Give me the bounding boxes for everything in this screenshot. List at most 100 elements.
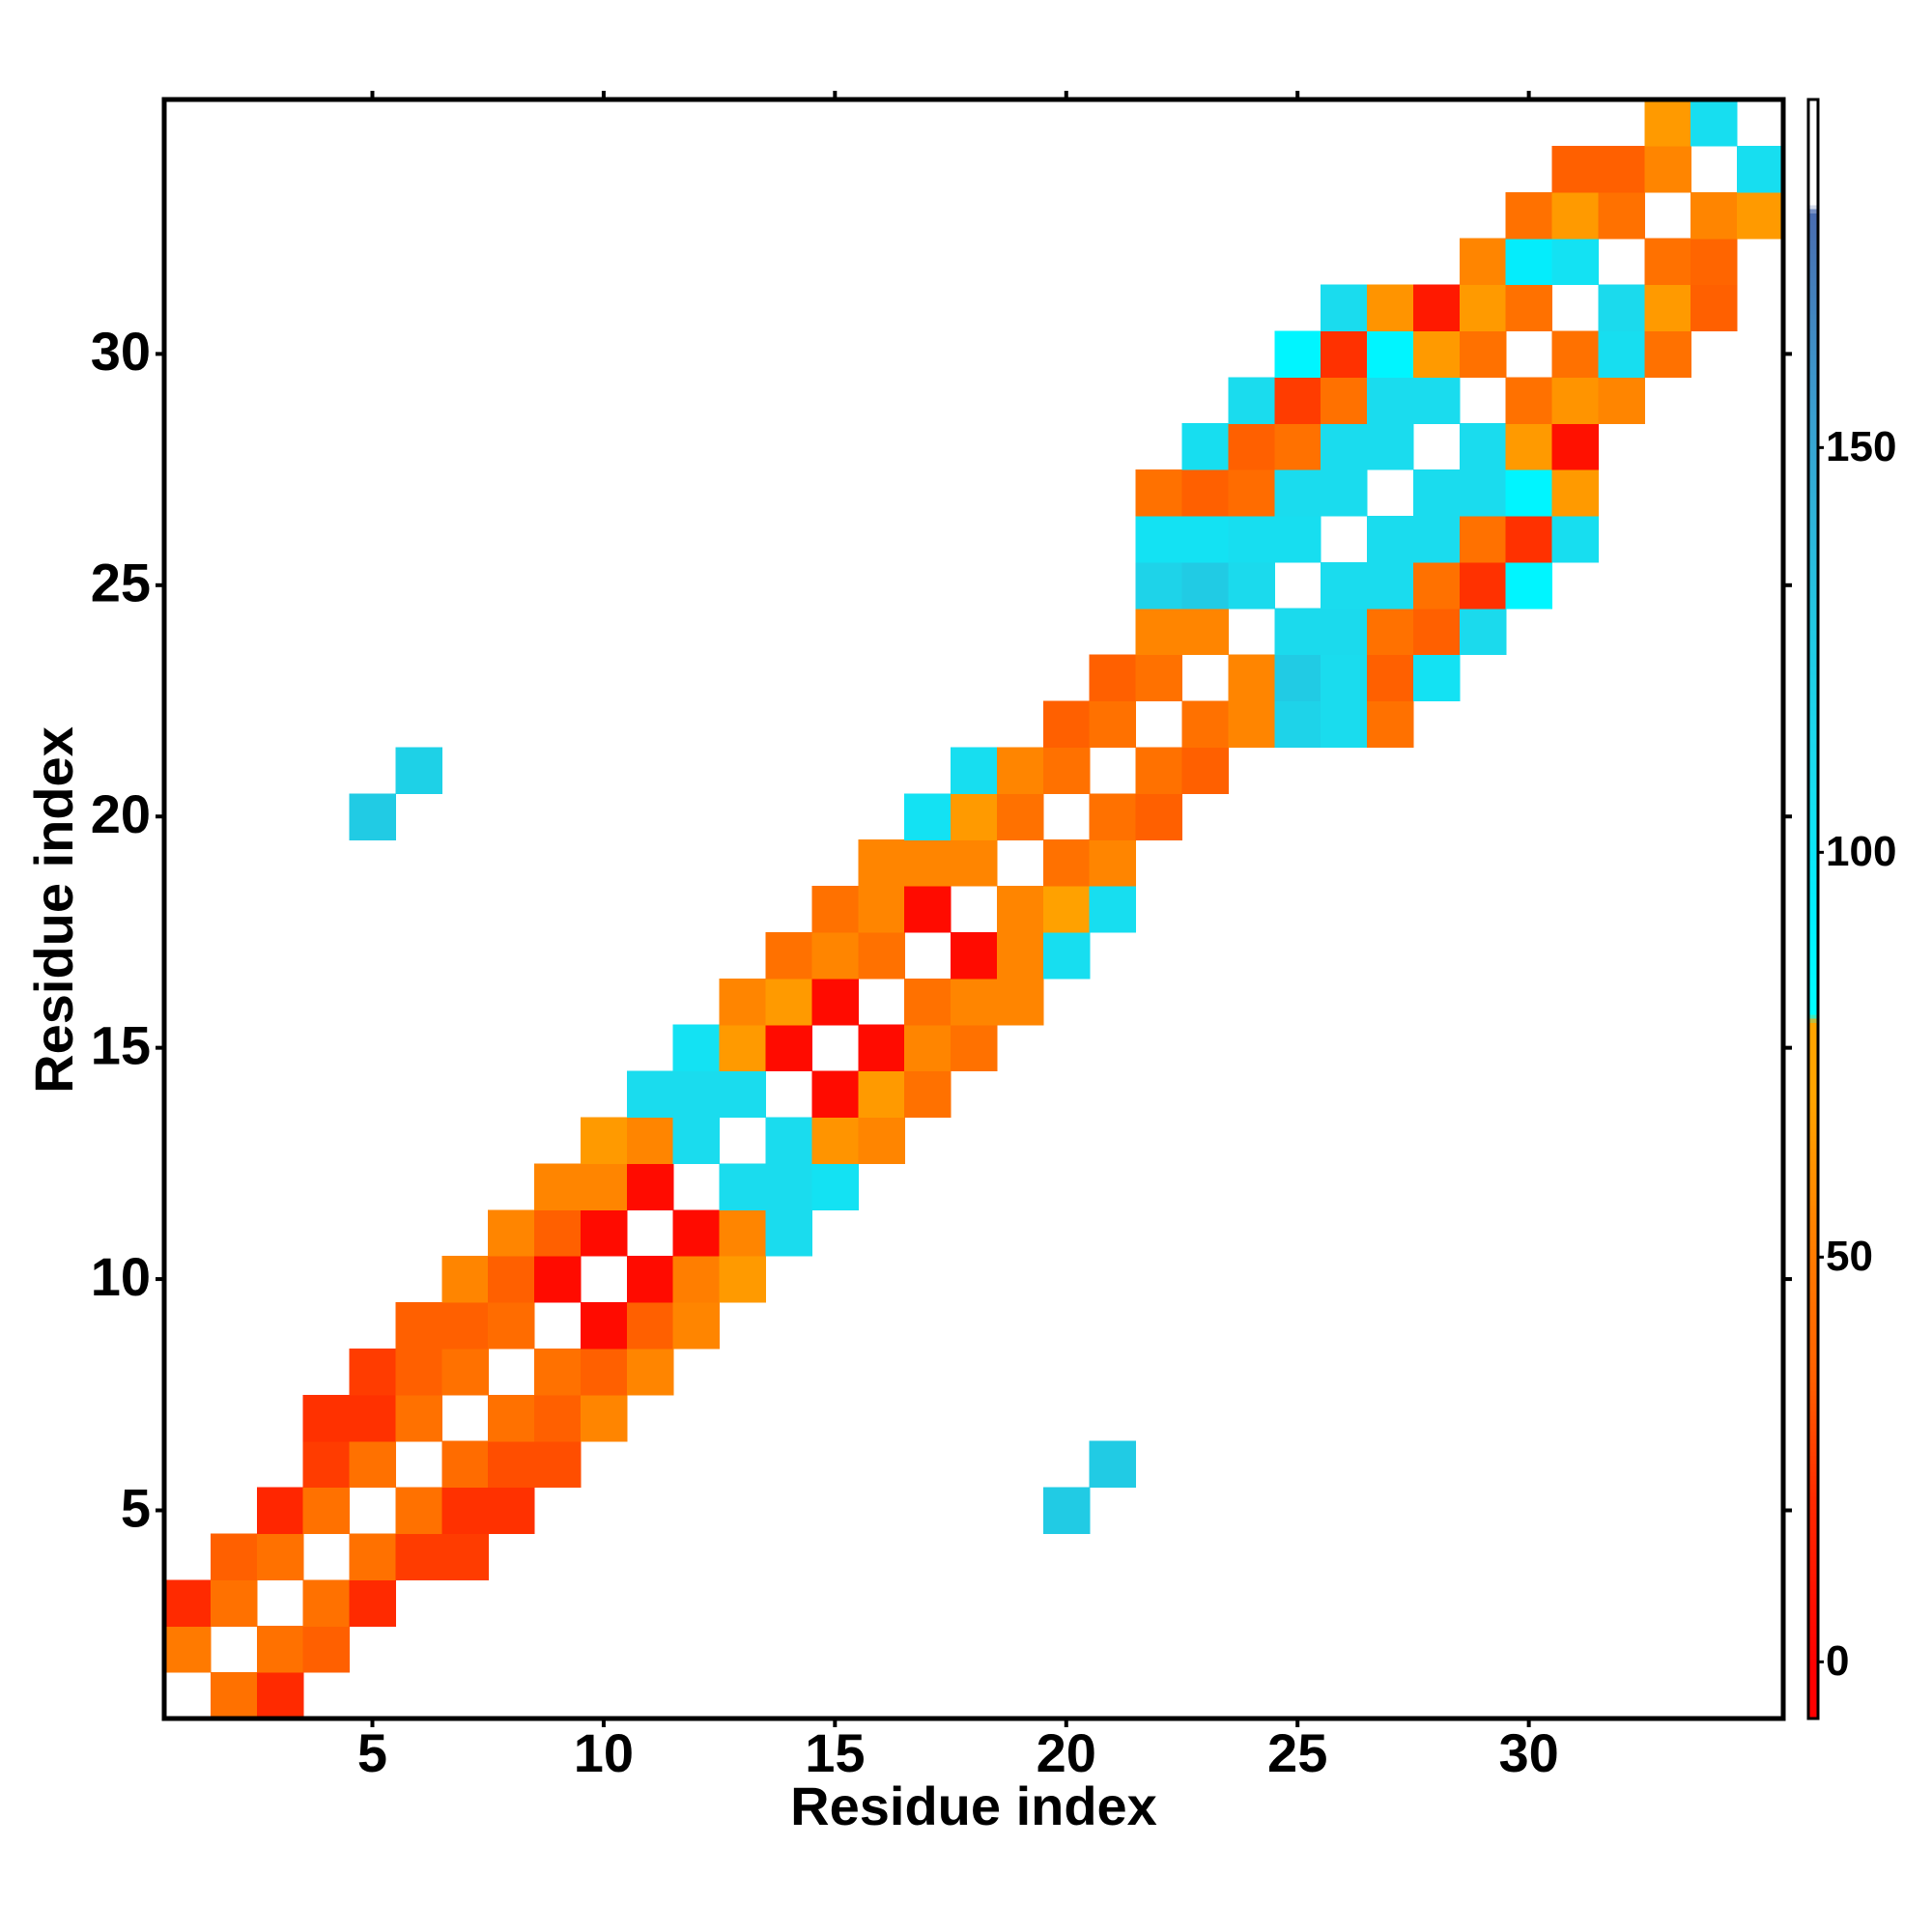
colorbar-segment <box>1808 1593 1818 1598</box>
heatmap-cell <box>1089 793 1137 840</box>
colorbar-segment <box>1808 1523 1818 1529</box>
colorbar-segment <box>1808 1063 1818 1067</box>
colorbar-segment <box>1808 1495 1818 1501</box>
colorbar-segment <box>1808 249 1818 254</box>
x-tick-label: 15 <box>805 1722 865 1783</box>
colorbar-segment <box>1808 1240 1818 1246</box>
colorbar-segment <box>1808 989 1818 995</box>
colorbar-segment <box>1808 305 1818 311</box>
heatmap-cell <box>1321 377 1368 424</box>
colorbar-segment <box>1808 1297 1818 1302</box>
colorbar-segment <box>1808 216 1818 222</box>
heatmap-cell <box>1644 145 1691 193</box>
colorbar-segment <box>1808 1577 1818 1582</box>
heatmap-cell <box>626 1117 674 1164</box>
colorbar-segment <box>1808 933 1818 938</box>
colorbar-segment <box>1808 900 1818 906</box>
colorbar-segment <box>1808 1653 1818 1659</box>
colorbar-segment <box>1808 159 1818 165</box>
colorbar-segment <box>1808 435 1818 440</box>
colorbar-segment <box>1808 326 1818 331</box>
colorbar-segment <box>1808 1204 1818 1209</box>
colorbar-segment <box>1808 176 1818 182</box>
colorbar-segment <box>1808 374 1818 380</box>
heatmap-cell <box>1135 469 1183 517</box>
colorbar-segment <box>1808 1499 1818 1505</box>
colorbar-segment <box>1808 1054 1818 1060</box>
heatmap-cell <box>1228 561 1275 610</box>
heatmap-cell <box>1412 469 1461 517</box>
heatmap-cell <box>302 1487 351 1535</box>
colorbar-segment <box>1808 1540 1818 1546</box>
heatmap-cell <box>1690 238 1738 286</box>
heatmap-cell <box>1089 654 1137 702</box>
colorbar-segment <box>1808 641 1818 647</box>
heatmap-cell <box>1274 654 1321 702</box>
colorbar-segment <box>1808 949 1818 954</box>
colorbar-segment <box>1808 1333 1818 1339</box>
heatmap-cell <box>1367 608 1414 656</box>
heatmap-cell <box>1042 1487 1091 1535</box>
colorbar-segment <box>1808 836 1818 841</box>
colorbar-segment <box>1808 1370 1818 1376</box>
heatmap-cell <box>858 931 905 980</box>
heatmap-cell <box>1042 931 1091 980</box>
colorbar-segment <box>1808 447 1818 453</box>
colorbar-segment <box>1808 1698 1818 1703</box>
colorbar-segment <box>1808 1528 1818 1533</box>
colorbar-segment <box>1808 1309 1818 1315</box>
colorbar-segment <box>1808 893 1818 897</box>
heatmap-cell <box>1459 238 1507 286</box>
colorbar-segment <box>1808 678 1818 683</box>
colorbar-segment <box>1808 399 1818 404</box>
colorbar-segment <box>1808 1293 1818 1298</box>
colorbar-segment <box>1808 1139 1818 1145</box>
colorbar-segment <box>1808 751 1818 756</box>
colorbar-segment <box>1808 1183 1818 1189</box>
heatmap-cell <box>1274 608 1321 656</box>
colorbar-segment <box>1808 673 1818 679</box>
colorbar-segment <box>1808 904 1818 910</box>
colorbar-segment <box>1808 1637 1818 1642</box>
colorbar-segment <box>1808 1516 1818 1521</box>
heatmap-cell <box>1367 423 1414 470</box>
colorbar-segment <box>1808 597 1818 603</box>
colorbar-segment <box>1808 1378 1818 1383</box>
heatmap-cell <box>302 1394 351 1442</box>
heatmap-cell <box>1412 515 1461 563</box>
heatmap-cell <box>951 978 998 1026</box>
heatmap-cell <box>256 1626 304 1673</box>
colorbar-segment <box>1808 464 1818 469</box>
colorbar-segment <box>1808 1144 1818 1149</box>
heatmap-cell <box>1412 377 1461 424</box>
colorbar-segment <box>1808 1111 1818 1117</box>
colorbar-segment <box>1808 714 1818 720</box>
colorbar-segment <box>1808 743 1818 748</box>
colorbar-segment <box>1808 1244 1818 1250</box>
colorbar-segment <box>1808 1148 1818 1152</box>
heatmap-cell <box>1598 330 1645 378</box>
colorbar-segment <box>1808 516 1818 522</box>
colorbar-segment <box>1808 710 1818 716</box>
colorbar-segment <box>1808 244 1818 250</box>
heatmap-cell <box>1274 515 1321 563</box>
colorbar-segment <box>1808 115 1818 121</box>
heatmap-cell <box>1181 423 1229 470</box>
colorbar-segment <box>1808 200 1818 206</box>
colorbar-segment <box>1808 524 1818 529</box>
colorbar-segment <box>1808 1386 1818 1392</box>
heatmap-cell <box>996 978 1044 1026</box>
colorbar-segment <box>1808 131 1818 137</box>
colorbar-segment <box>1808 229 1818 234</box>
colorbar-segment <box>1808 443 1818 448</box>
heatmap-cell <box>1505 377 1553 424</box>
heatmap-cell <box>1459 608 1507 656</box>
colorbar-segment <box>1808 804 1818 809</box>
colorbar-segment <box>1808 407 1818 412</box>
colorbar-segment <box>1808 1447 1818 1452</box>
heatmap-cell <box>996 886 1044 933</box>
colorbar-segment <box>1808 1329 1818 1335</box>
heatmap-cell <box>302 1626 351 1673</box>
colorbar-tick-label: 100 <box>1826 828 1896 875</box>
colorbar-segment <box>1808 107 1818 113</box>
